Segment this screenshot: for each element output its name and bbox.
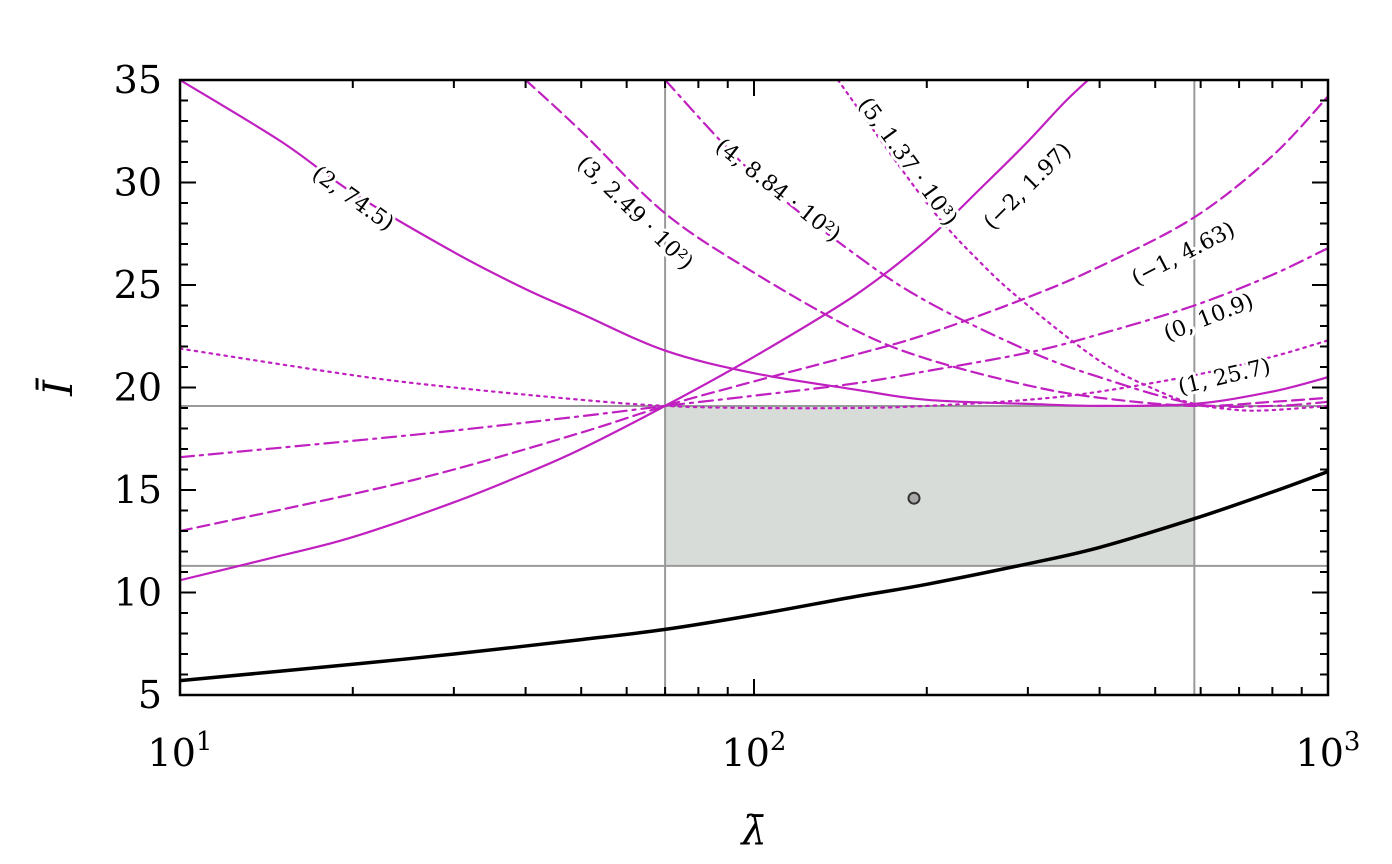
ticks-layer (179, 79, 1329, 696)
feasible-region (665, 405, 1195, 566)
x-tick-label-1: 102 (722, 727, 787, 775)
y-tick-label-5: 30 (114, 161, 162, 205)
y-tick-label-1: 10 (114, 571, 162, 615)
curve-label-2: (−1, 4.63) (1128, 217, 1239, 291)
y-tick-label-6: 35 (114, 58, 162, 102)
y-tick-label-0: 5 (138, 673, 162, 717)
series-line-0 (180, 80, 1328, 408)
curve-label-1: (−2, 1.97) (979, 138, 1076, 235)
series-line-8 (180, 469, 1328, 683)
curve-label-0: (2, 74.5) (307, 161, 398, 236)
series-line-2 (180, 95, 1328, 533)
series-line-7 (836, 80, 1328, 412)
curve-label-3: (0, 10.9) (1160, 289, 1257, 347)
series-line-5 (524, 80, 1328, 408)
series-line-6 (664, 80, 1328, 408)
series-line-1 (180, 80, 1090, 582)
series-layer (180, 80, 1328, 683)
y-tick-label-3: 20 (114, 366, 162, 410)
tick-labels-layer: 5 10 15 20 25 30 35 101 102 103 (114, 58, 1361, 775)
series-line-3 (180, 247, 1328, 459)
y-tick-label-4: 25 (114, 263, 162, 307)
y-axis-label: Ī (36, 377, 82, 397)
curve-label-6: (4, 8.84 · 10²) (710, 134, 845, 248)
curve-labels-layer: (2, 74.5) (−2, 1.97)(−1, 4.63)(0, 10.9)(1… (304, 90, 1276, 403)
data-point (907, 491, 921, 505)
x-axis-label: λ̄ (739, 808, 766, 854)
curve-label-7: (5, 1.37 · 10³) (853, 93, 962, 231)
y-tick-label-2: 15 (114, 468, 162, 512)
point-layer (907, 491, 921, 505)
x-tick-label-2: 103 (1296, 727, 1361, 775)
curve-label-5: (3, 2.49 · 10²) (572, 151, 698, 275)
shaded-region-layer (665, 405, 1195, 566)
x-tick-label-0: 101 (148, 727, 213, 775)
